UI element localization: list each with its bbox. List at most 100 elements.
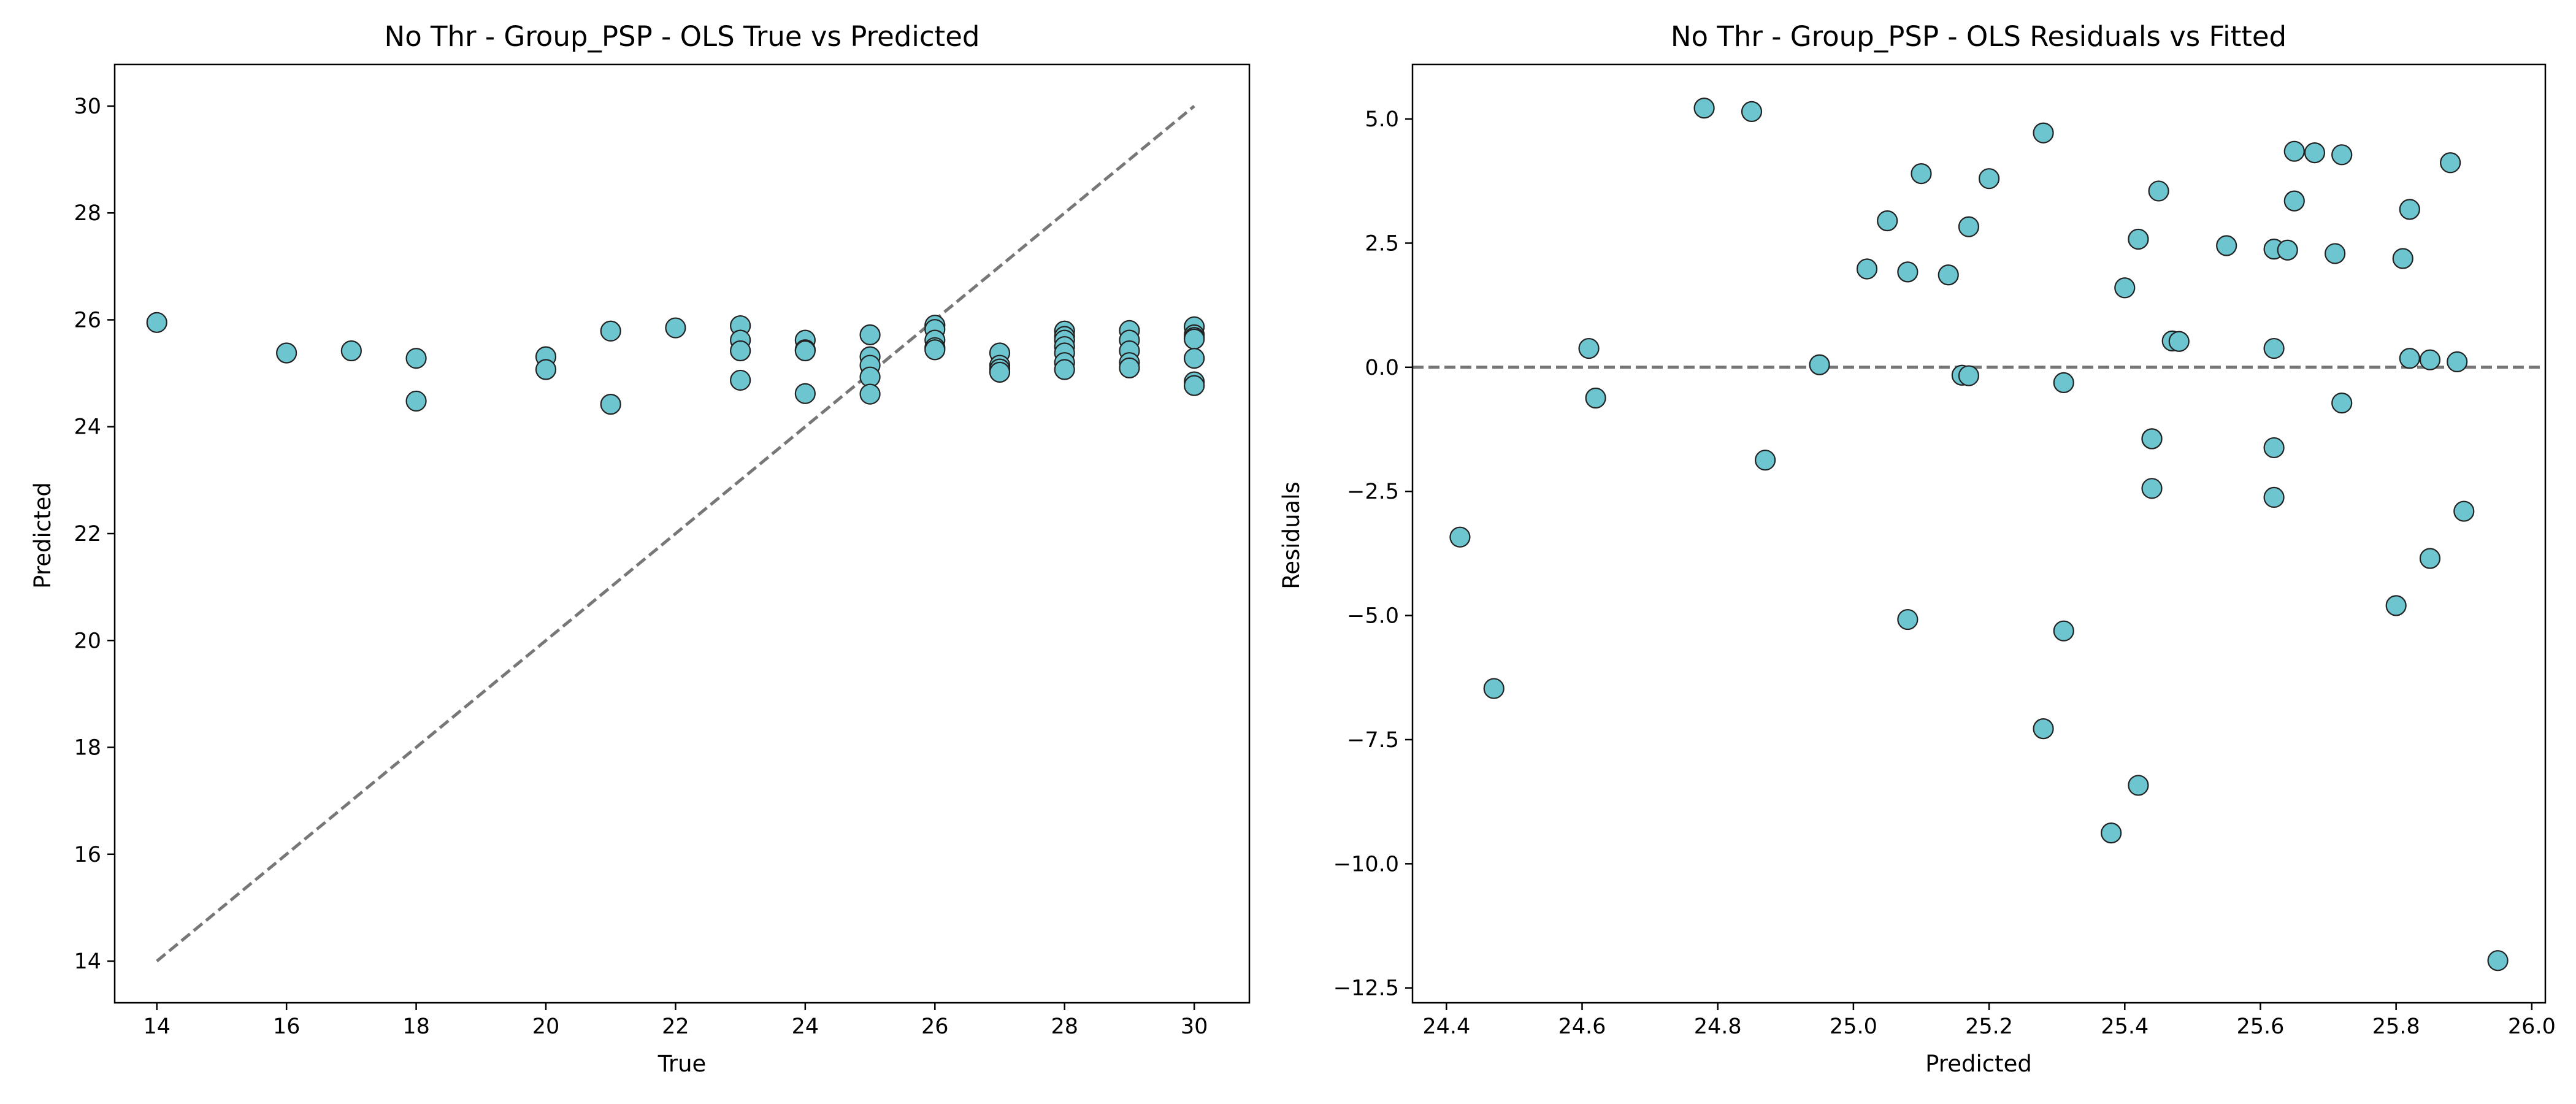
data-point — [2419, 548, 2441, 569]
data-point — [2053, 372, 2074, 394]
data-point — [2263, 486, 2285, 508]
x-tick-label: 24 — [792, 1014, 819, 1039]
data-point — [1978, 168, 2000, 190]
data-point — [146, 312, 167, 333]
data-point — [1897, 608, 1919, 631]
data-point — [1119, 357, 1140, 378]
x-tick-label: 24.6 — [1558, 1014, 1606, 1039]
data-point — [2392, 248, 2413, 269]
data-point — [2419, 349, 2441, 370]
y-tick-label: 2.5 — [1365, 231, 1399, 256]
x-tick-label: 25.6 — [2237, 1014, 2285, 1039]
y-tick-label: 14 — [74, 949, 101, 974]
data-point — [730, 340, 751, 362]
data-point — [405, 390, 427, 412]
data-point — [989, 361, 1011, 383]
x-tick-label: 28 — [1051, 1014, 1078, 1039]
data-point — [2114, 277, 2136, 299]
data-point — [2399, 199, 2420, 220]
data-point — [1958, 216, 1980, 237]
y-tick-label: −12.5 — [1333, 976, 1399, 1001]
x-tick-label: 18 — [402, 1014, 430, 1039]
chart-title: No Thr - Group_PSP - OLS True vs Predict… — [385, 20, 980, 53]
data-point — [2263, 437, 2285, 459]
x-tick-label: 16 — [273, 1014, 301, 1039]
data-point — [2331, 392, 2353, 414]
x-tick-label: 24.8 — [1694, 1014, 1742, 1039]
data-point — [340, 340, 362, 362]
data-point — [1755, 450, 1776, 471]
data-point — [1877, 210, 1898, 232]
data-point — [1054, 359, 1075, 380]
data-point — [276, 342, 297, 364]
data-point — [924, 339, 946, 361]
data-point — [2304, 142, 2326, 164]
data-point — [1585, 387, 1606, 409]
data-point — [665, 317, 686, 339]
x-tick-label: 26.0 — [2508, 1014, 2556, 1039]
data-point — [1184, 375, 1205, 396]
y-tick-label: 26 — [74, 308, 101, 332]
data-point — [1897, 261, 1919, 283]
residuals-vs-fitted-panel: No Thr - Group_PSP - OLS Residuals vs Fi… — [1278, 20, 2556, 1077]
data-point — [405, 348, 427, 369]
data-point — [730, 369, 751, 391]
x-tick-label: 30 — [1181, 1014, 1208, 1039]
y-tick-label: 30 — [74, 94, 101, 119]
x-axis-label: True — [657, 1051, 707, 1077]
data-point — [2447, 351, 2468, 373]
x-tick-label: 25.2 — [1965, 1014, 2013, 1039]
data-point — [2283, 190, 2305, 212]
y-tick-label: 20 — [74, 629, 101, 653]
data-point — [1856, 258, 1878, 280]
x-tick-label: 24.4 — [1422, 1014, 1470, 1039]
data-point — [1938, 264, 1959, 286]
x-tick-label: 25.4 — [2101, 1014, 2149, 1039]
data-point — [794, 340, 816, 362]
data-point — [2101, 822, 2122, 844]
data-point — [794, 383, 816, 404]
data-point — [1958, 365, 1980, 386]
y-tick-label: −5.0 — [1347, 604, 1399, 629]
y-tick-label: 5.0 — [1365, 107, 1399, 132]
true-vs-predicted-panel: No Thr - Group_PSP - OLS True vs Predict… — [29, 20, 1251, 1077]
y-tick-label: −2.5 — [1347, 480, 1399, 504]
x-tick-label: 26 — [921, 1014, 949, 1039]
y-tick-label: 16 — [74, 843, 101, 867]
data-point — [2148, 180, 2169, 202]
data-point — [2325, 243, 2346, 264]
y-tick-label: −7.5 — [1347, 728, 1399, 753]
data-point — [1741, 101, 1763, 123]
data-point — [2216, 235, 2237, 256]
data-point — [2399, 348, 2420, 369]
y-tick-label: 0.0 — [1365, 356, 1399, 380]
data-point — [2033, 122, 2054, 144]
x-axis-label: Predicted — [1925, 1051, 2032, 1077]
data-point — [2141, 428, 2163, 450]
data-point — [2141, 478, 2163, 499]
y-tick-label: −10.0 — [1333, 852, 1399, 876]
x-tick-label: 25.8 — [2372, 1014, 2420, 1039]
data-point — [1449, 526, 1471, 548]
x-tick-label: 25.0 — [1830, 1014, 1877, 1039]
data-point — [2440, 152, 2461, 174]
identity-reference-line — [156, 105, 1195, 962]
data-point — [1184, 328, 1205, 350]
axes-frame — [1411, 63, 2547, 1004]
data-point — [1578, 337, 1600, 359]
data-point — [535, 359, 557, 380]
data-point — [2277, 239, 2298, 261]
y-tick-label: 28 — [74, 201, 101, 226]
data-point — [1809, 354, 1830, 375]
x-tick-label: 20 — [532, 1014, 560, 1039]
data-point — [2487, 950, 2509, 972]
data-point — [1911, 163, 1932, 185]
data-point — [2331, 144, 2353, 166]
data-point — [2168, 331, 2190, 352]
x-tick-label: 22 — [662, 1014, 689, 1039]
data-point — [859, 383, 881, 405]
data-point — [2263, 337, 2285, 359]
y-tick-label: 24 — [74, 415, 101, 440]
y-tick-label: 18 — [74, 736, 101, 761]
